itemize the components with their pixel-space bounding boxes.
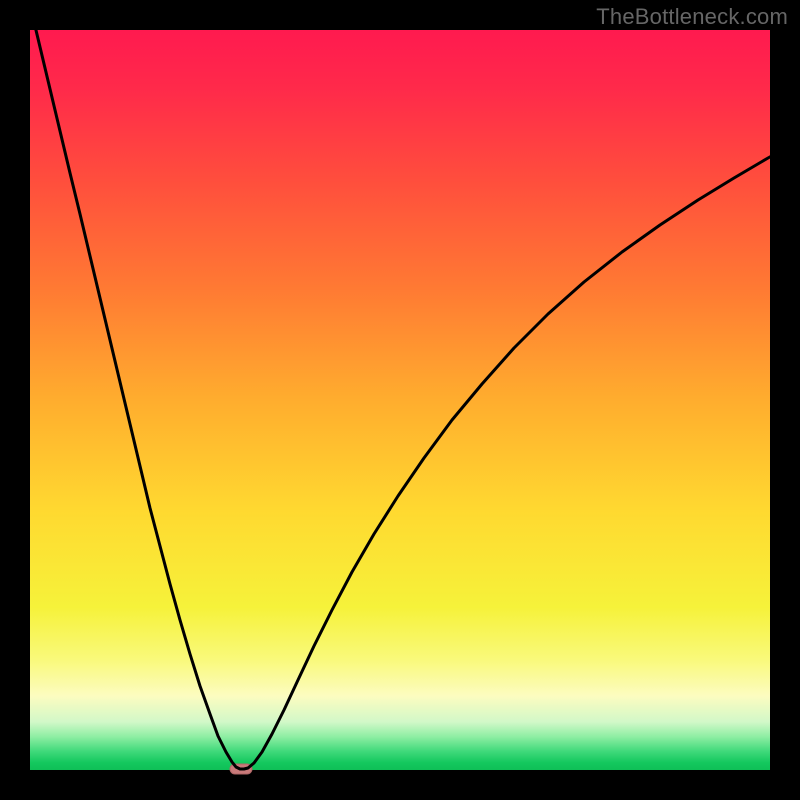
chart-container: TheBottleneck.com bbox=[0, 0, 800, 800]
watermark-label: TheBottleneck.com bbox=[596, 4, 788, 30]
plot-background bbox=[30, 30, 770, 770]
bottleneck-chart bbox=[0, 0, 800, 800]
